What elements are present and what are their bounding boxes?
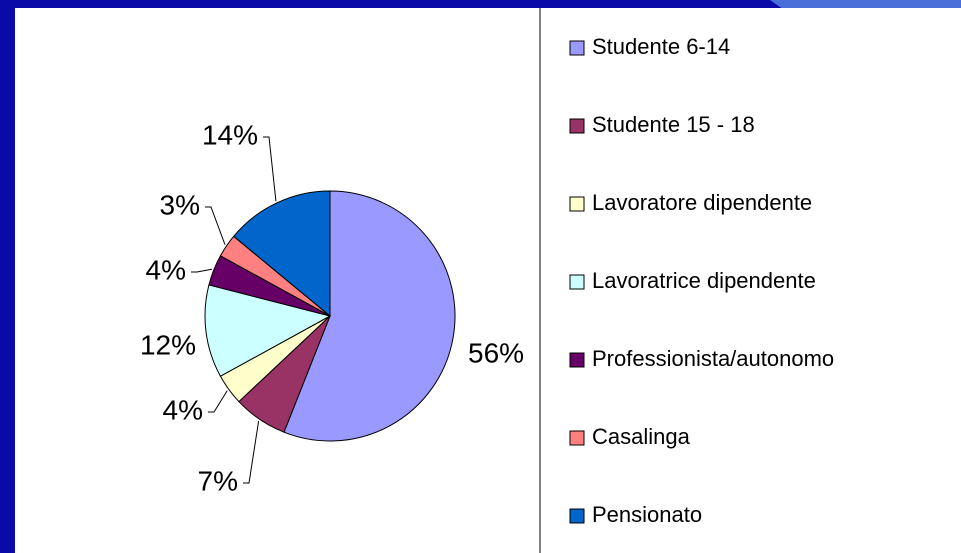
pie-slice — [232, 190, 331, 318]
leader-line — [191, 268, 213, 273]
legend-swatch — [569, 196, 585, 212]
leader-line — [243, 420, 260, 484]
legend-swatch — [569, 430, 585, 446]
leader-line — [263, 136, 277, 202]
legend-label: Pensionato — [592, 502, 702, 527]
data-label: 7% — [198, 465, 238, 496]
data-label: 4% — [163, 394, 203, 425]
legend-label: Lavoratrice dipendente — [592, 268, 816, 293]
data-label: 3% — [160, 189, 200, 220]
legend-label: Studente 6-14 — [592, 34, 730, 59]
pie-slice — [283, 190, 456, 442]
legend-swatch — [569, 274, 585, 290]
legend-label: Professionista/autonomo — [592, 346, 834, 371]
legend-label: Casalinga — [592, 424, 691, 449]
pie-slice — [204, 284, 332, 377]
plot: 56% 7% 4% 12% 4% 3% 14% Studente 6-14 Studente 1… — [140, 34, 834, 527]
legend-swatch — [569, 118, 585, 134]
legend-swatch — [569, 40, 585, 56]
leader-line — [205, 206, 226, 245]
data-label: 4% — [146, 254, 186, 285]
legend-label: Studente 15 - 18 — [592, 112, 755, 137]
legend-swatch — [569, 508, 585, 524]
data-label: 14% — [202, 119, 258, 150]
chart-panel — [15, 8, 961, 553]
leader-line — [208, 390, 228, 413]
legend-label: Lavoratore dipendente — [592, 190, 812, 215]
data-label: 12% — [140, 329, 196, 360]
data-label: 56% — [468, 337, 524, 368]
legend-swatch — [569, 352, 585, 368]
